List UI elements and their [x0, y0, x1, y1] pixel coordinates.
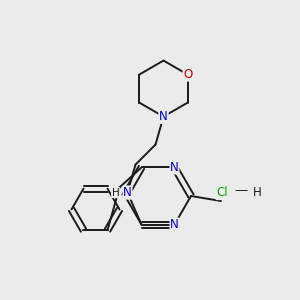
- Text: H: H: [253, 187, 261, 200]
- Text: N: N: [170, 218, 179, 231]
- Text: H: H: [112, 188, 119, 198]
- Text: N: N: [159, 110, 168, 123]
- Text: Cl: Cl: [216, 187, 228, 200]
- Text: N: N: [170, 161, 179, 174]
- Text: N: N: [123, 186, 132, 199]
- Text: N: N: [159, 110, 168, 123]
- Text: O: O: [183, 68, 192, 81]
- Text: —: —: [234, 184, 248, 197]
